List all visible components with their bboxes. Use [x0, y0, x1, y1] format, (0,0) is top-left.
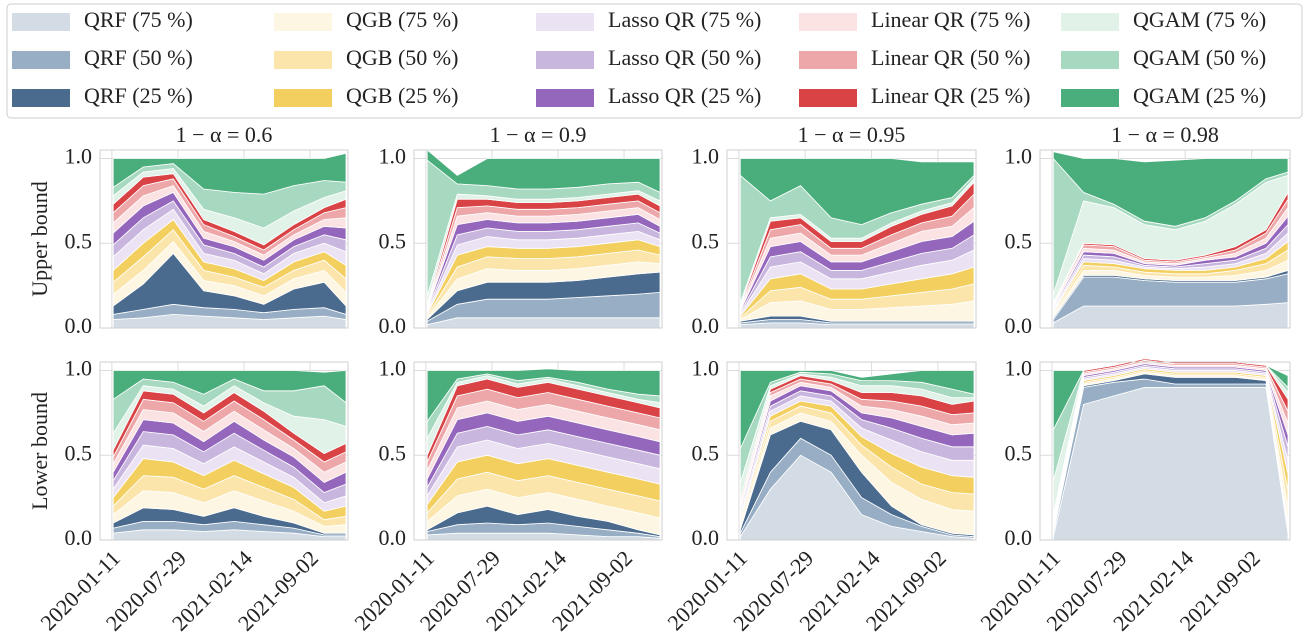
area-band — [1052, 387, 1289, 541]
legend-swatch — [12, 89, 70, 107]
area-band — [1052, 151, 1289, 227]
legend-label: Linear QR (75 %) — [871, 7, 1030, 32]
y-tick-label: 0.0 — [65, 525, 93, 550]
legend-label: Lasso QR (25 %) — [608, 83, 761, 108]
area-band — [1052, 358, 1289, 430]
plot-frame — [413, 149, 663, 329]
area-band — [739, 158, 975, 226]
area-band — [112, 370, 347, 404]
y-tick-label: 1.0 — [65, 356, 93, 381]
row-label: Lower bound — [27, 392, 52, 510]
legend-swatch — [12, 51, 70, 69]
legend-swatch — [536, 51, 594, 69]
legend-label: QRF (75 %) — [84, 7, 193, 32]
plot-frame — [726, 361, 977, 541]
legend-swatch — [1061, 89, 1119, 107]
legend-swatch — [799, 51, 857, 69]
panel-title: 1 − α = 0.98 — [1111, 122, 1219, 147]
legend-label: QGB (75 %) — [346, 7, 458, 32]
plot-frame — [726, 149, 977, 329]
legend-swatch — [799, 13, 857, 31]
legend-label: Linear QR (50 %) — [871, 45, 1030, 70]
legend-swatch — [274, 51, 332, 69]
y-tick-label: 1.0 — [692, 356, 720, 381]
legend-swatch — [12, 13, 70, 31]
plot-frame — [413, 361, 663, 541]
area-band — [112, 152, 347, 195]
y-tick-label: 1.0 — [379, 356, 407, 381]
y-tick-label: 1.0 — [1005, 356, 1033, 381]
legend-label: Lasso QR (75 %) — [608, 7, 761, 32]
y-tick-label: 0.5 — [379, 228, 407, 253]
y-tick-label: 0.0 — [1005, 525, 1033, 550]
y-tick-label: 0.0 — [379, 525, 407, 550]
legend-label: QGAM (25 %) — [1133, 83, 1266, 108]
area-band — [426, 317, 661, 329]
area-band — [426, 368, 661, 423]
y-tick-label: 1.0 — [65, 144, 93, 169]
y-tick-label: 0.5 — [692, 228, 720, 253]
legend-swatch — [274, 13, 332, 31]
area-band — [739, 370, 975, 449]
legend-label: QRF (25 %) — [84, 83, 193, 108]
y-tick-label: 0.5 — [65, 440, 93, 465]
legend-label: QGAM (50 %) — [1133, 45, 1266, 70]
area-band — [1052, 302, 1289, 329]
plot-frame — [99, 149, 349, 329]
legend-swatch — [536, 89, 594, 107]
y-tick-label: 0.0 — [65, 313, 93, 338]
y-tick-label: 0.5 — [692, 440, 720, 465]
panel-title: 1 − α = 0.6 — [176, 122, 273, 147]
plot-frame — [99, 361, 349, 541]
legend-swatch — [1061, 51, 1119, 69]
y-tick-label: 0.0 — [692, 313, 720, 338]
area-band — [426, 149, 661, 194]
legend-swatch — [274, 89, 332, 107]
y-tick-label: 1.0 — [692, 144, 720, 169]
plot-frame — [1039, 149, 1291, 329]
y-tick-label: 1.0 — [379, 144, 407, 169]
y-tick-label: 0.0 — [1005, 313, 1033, 338]
y-tick-label: 0.5 — [65, 228, 93, 253]
legend-swatch — [799, 89, 857, 107]
legend-label: QRF (50 %) — [84, 45, 193, 70]
y-tick-label: 1.0 — [1005, 144, 1033, 169]
legend-label: QGB (50 %) — [346, 45, 458, 70]
legend-label: Linear QR (25 %) — [871, 83, 1030, 108]
legend-swatch — [536, 13, 594, 31]
y-tick-label: 0.0 — [379, 313, 407, 338]
y-tick-label: 0.0 — [692, 525, 720, 550]
panel-title: 1 − α = 0.95 — [798, 122, 906, 147]
plot-frame — [1039, 361, 1291, 541]
legend-swatch — [1061, 13, 1119, 31]
y-tick-label: 0.5 — [379, 440, 407, 465]
legend-label: QGB (25 %) — [346, 83, 458, 108]
y-tick-label: 0.5 — [1005, 228, 1033, 253]
y-tick-label: 0.5 — [1005, 440, 1033, 465]
legend-label: QGAM (75 %) — [1133, 7, 1266, 32]
panel-title: 1 − α = 0.9 — [490, 122, 587, 147]
row-label: Upper bound — [27, 181, 52, 296]
legend-label: Lasso QR (50 %) — [608, 45, 761, 70]
